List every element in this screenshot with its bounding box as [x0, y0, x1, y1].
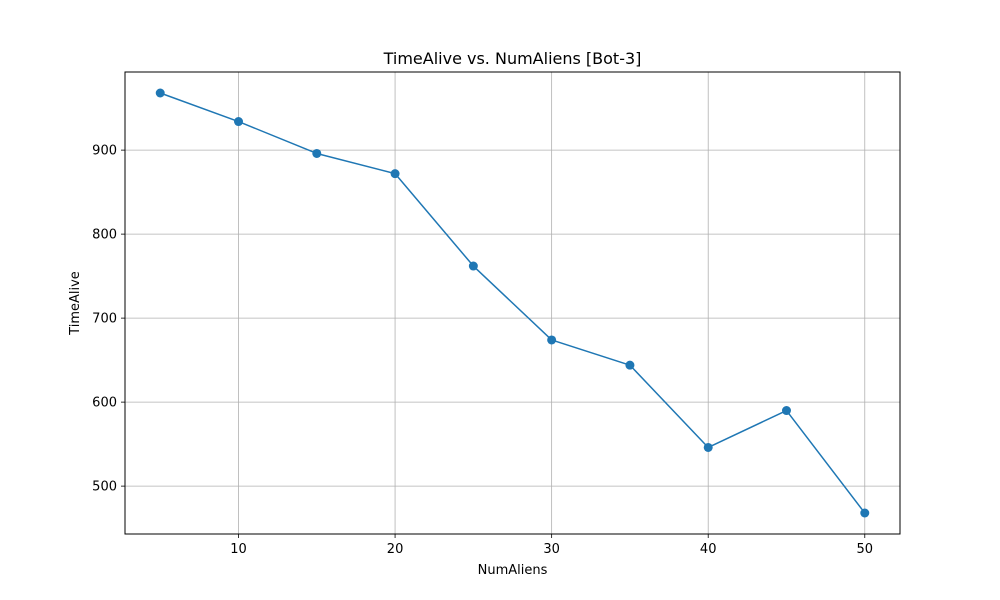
y-tick-label: 700	[92, 312, 117, 327]
x-axis-label: NumAliens	[478, 563, 548, 578]
data-point	[781, 406, 791, 416]
x-tick-label: 30	[543, 542, 560, 557]
data-point	[860, 508, 870, 518]
y-tick-label: 500	[92, 480, 117, 495]
chart-title: TimeAlive vs. NumAliens [Bot-3]	[383, 49, 642, 68]
ticks: 10 20 30 40 50 500 600 700 800 900	[92, 144, 873, 557]
x-tick-label: 20	[387, 542, 404, 557]
plot-frame	[124, 71, 901, 535]
x-tick-label: 10	[230, 542, 247, 557]
data-point	[468, 261, 478, 271]
data-point	[625, 360, 635, 370]
y-tick-label: 800	[92, 228, 117, 243]
data-point	[234, 117, 244, 127]
series-layer	[155, 88, 870, 518]
y-axis-label: TimeAlive	[68, 271, 83, 336]
series-line	[159, 92, 866, 514]
grid-lines	[125, 72, 900, 534]
data-point	[547, 335, 557, 345]
data-point	[703, 442, 713, 452]
data-point	[390, 169, 400, 179]
x-tick-label: 40	[700, 542, 717, 557]
x-tick-label: 50	[856, 542, 873, 557]
y-tick-label: 600	[92, 396, 117, 411]
y-tick-label: 900	[92, 144, 117, 159]
data-point	[155, 88, 165, 98]
data-point	[312, 148, 322, 158]
